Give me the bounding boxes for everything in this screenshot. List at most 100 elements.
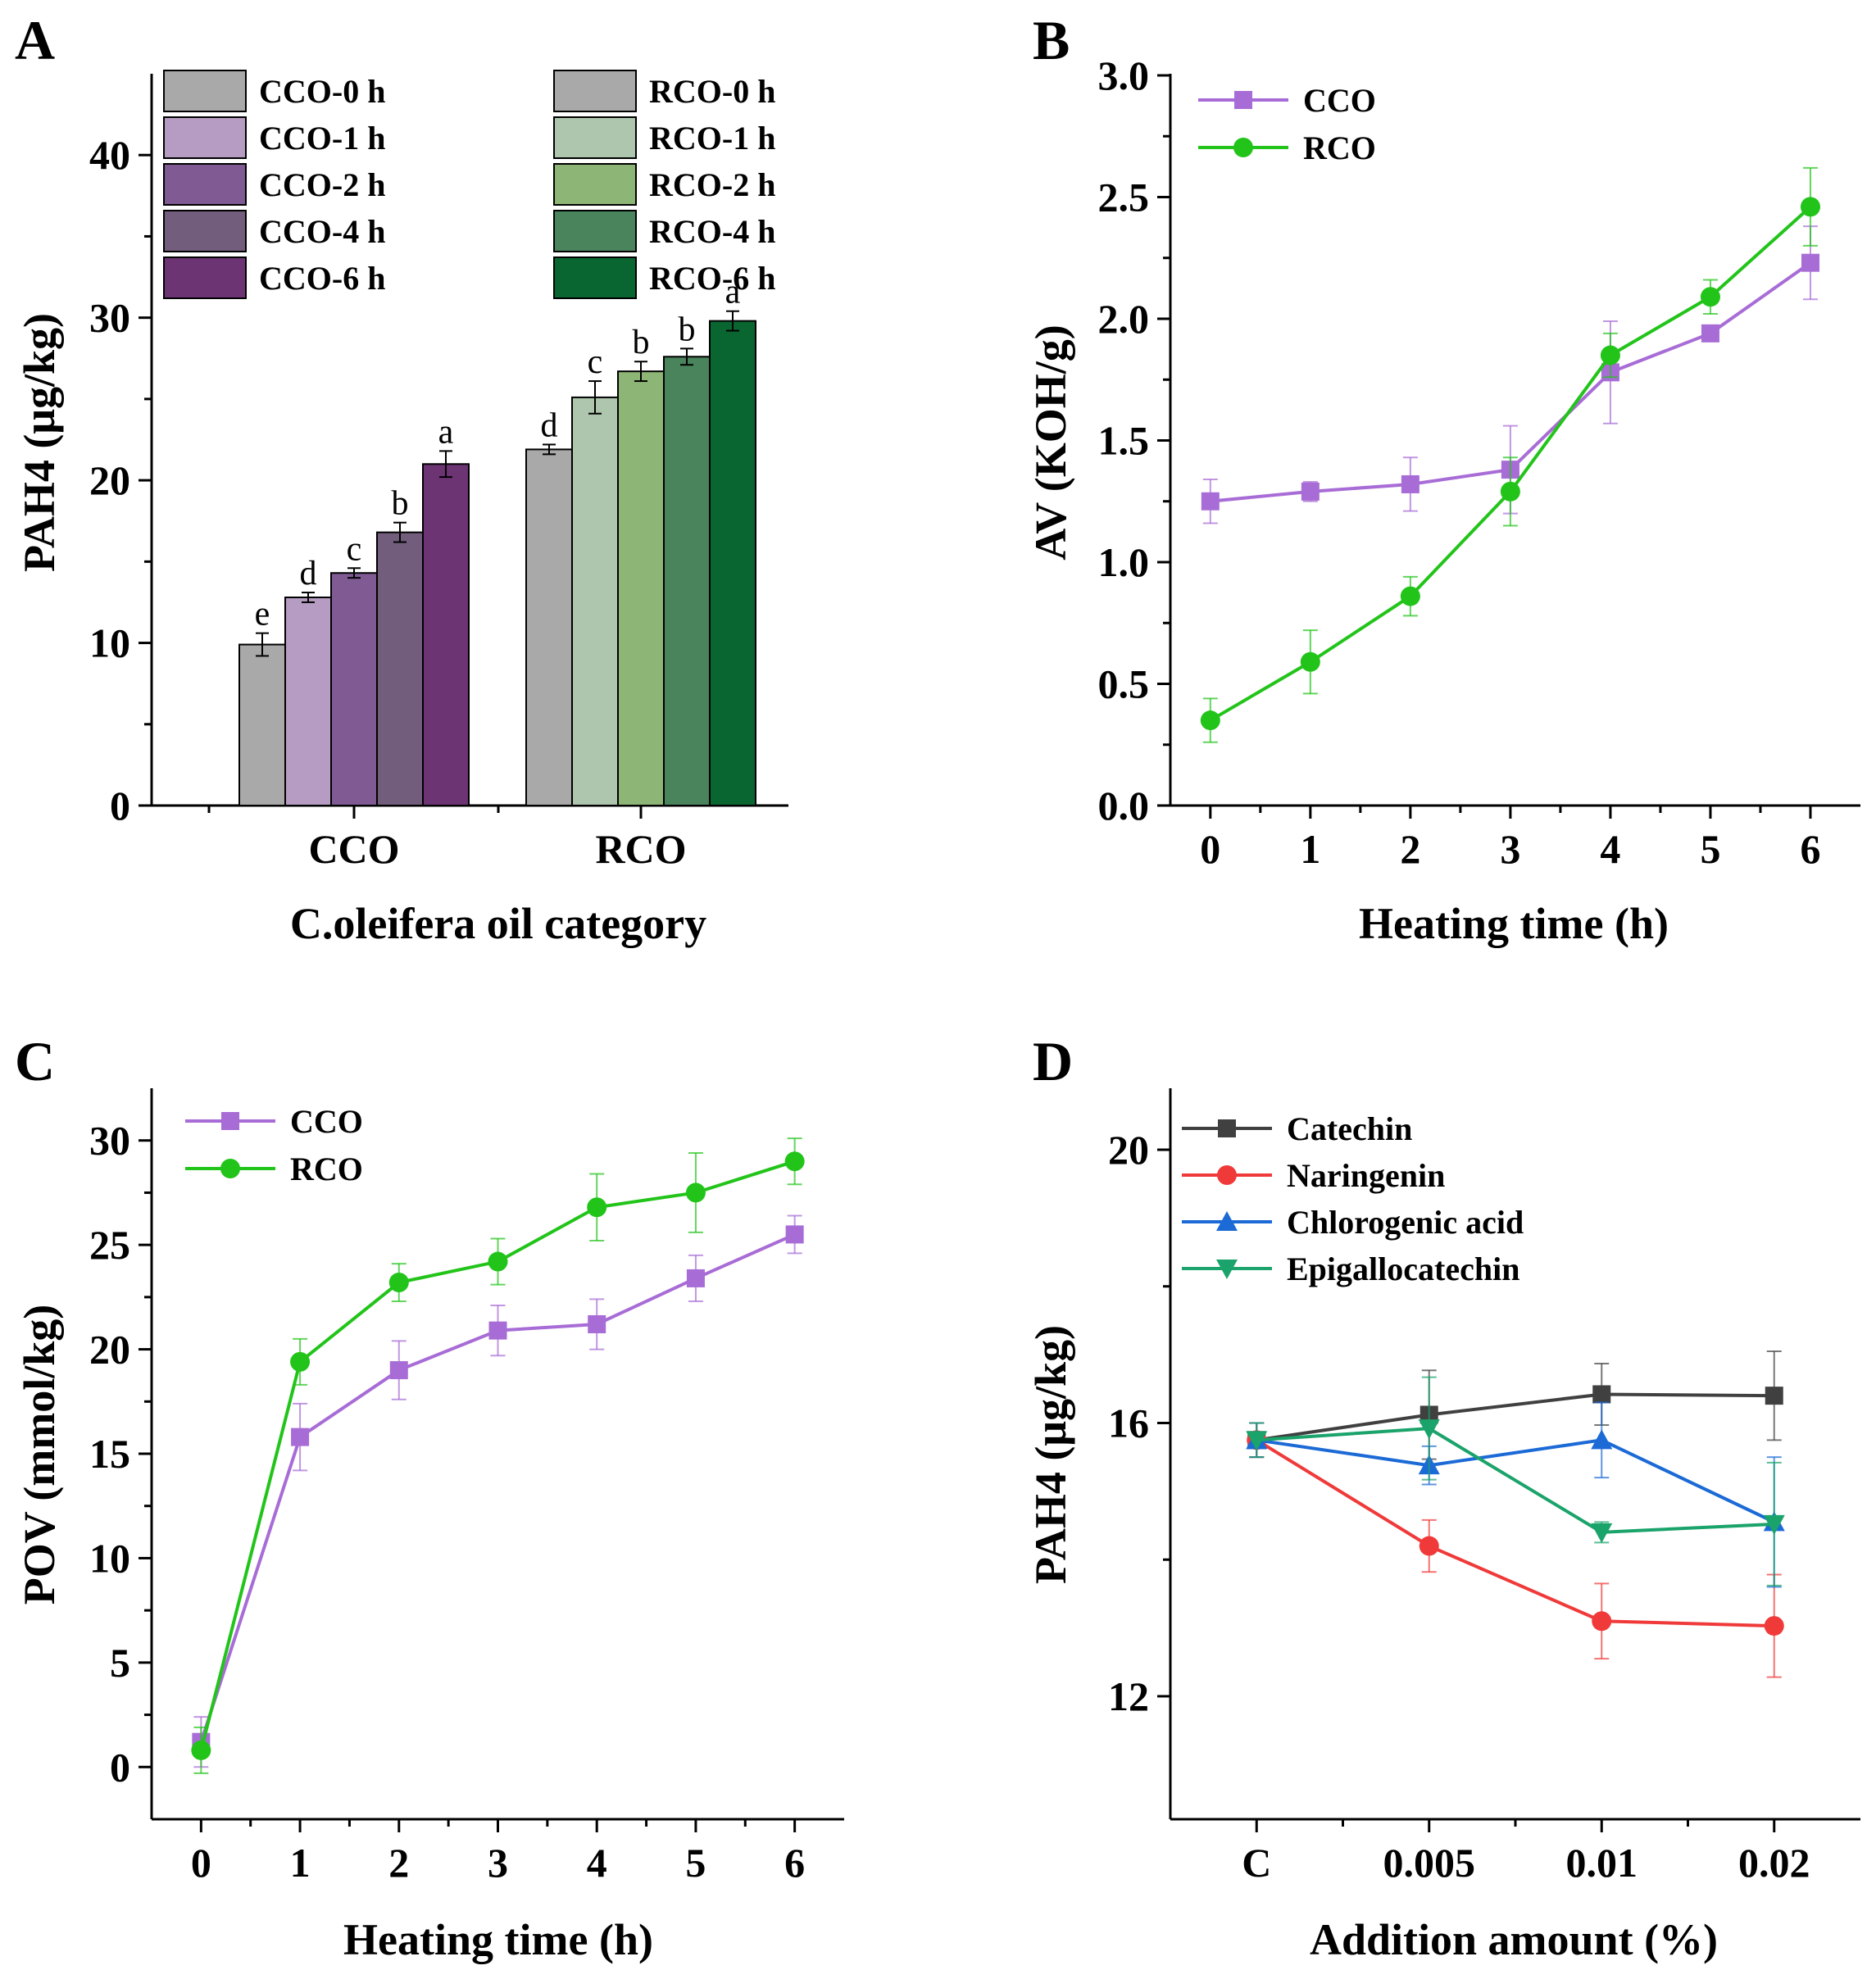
legend-swatch xyxy=(553,116,637,159)
panel-c-series xyxy=(191,1137,805,1774)
x-tick-label: 3 xyxy=(1500,826,1520,872)
x-tick-label: 6 xyxy=(1800,826,1820,872)
x-tick-label: 0.01 xyxy=(1566,1840,1638,1886)
data-point xyxy=(1301,482,1320,501)
legend-label: Chlorogenic acid xyxy=(1287,1204,1524,1241)
panel-letter-d: D xyxy=(1033,1030,1073,1092)
panel-b-x-ticks: 0 1 2 3 4 5 6 xyxy=(1200,806,1820,872)
data-point xyxy=(1600,345,1620,365)
x-tick-label: CCO xyxy=(308,826,399,872)
data-point xyxy=(686,1269,705,1287)
x-tick-label: 0.02 xyxy=(1738,1840,1810,1886)
y-tick-label: 25 xyxy=(89,1222,130,1268)
panel-d-legend: Catechin Naringenin Chlorogenic acid Epigal… xyxy=(1182,1110,1524,1287)
y-tick-label: 0 xyxy=(110,783,130,828)
bar xyxy=(617,370,665,806)
legend-marker xyxy=(1233,138,1253,157)
y-tick-label: 1.5 xyxy=(1098,418,1150,464)
panel-letter-a: A xyxy=(15,9,55,71)
series-line xyxy=(1256,1392,1774,1442)
bar xyxy=(330,572,378,806)
panel-a-y-ticks: 0 10 20 30 40 xyxy=(89,132,152,828)
legend-marker xyxy=(1216,1260,1238,1279)
legend-label: CCO xyxy=(1303,82,1376,119)
data-point xyxy=(588,1314,606,1333)
x-tick-label: RCO xyxy=(595,826,686,872)
data-point xyxy=(1401,474,1419,493)
y-tick-label: 40 xyxy=(89,132,130,178)
legend-swatch xyxy=(553,210,637,252)
y-tick-label: 0 xyxy=(110,1744,130,1790)
data-point xyxy=(1764,1616,1784,1636)
series-epigallocatechin xyxy=(1246,1376,1785,1586)
legend-label: CCO-4 h xyxy=(259,213,385,250)
data-point xyxy=(1418,1419,1440,1440)
data-point xyxy=(1701,324,1719,343)
series-catechin xyxy=(1247,1350,1783,1460)
x-tick-label: 0.005 xyxy=(1383,1840,1476,1886)
y-tick-label: 12 xyxy=(1108,1673,1149,1719)
legend-swatch xyxy=(553,70,637,112)
panel-b: B 0.0 0.5 1.0 1.5 2.0 2.5 3.0 0 1 2 3 4 5 6 CCO RCO H… xyxy=(1026,9,1860,948)
x-tick-label: 5 xyxy=(1700,826,1720,872)
y-tick-label: 15 xyxy=(89,1431,130,1477)
legend-label: RCO-2 h xyxy=(649,166,775,203)
x-tick-label: 2 xyxy=(1400,826,1420,872)
x-tick-label: 5 xyxy=(685,1840,706,1886)
panel-b-legend: CCO RCO xyxy=(1198,82,1376,166)
x-tick-label: 1 xyxy=(1300,826,1320,872)
legend-swatch xyxy=(553,256,637,299)
y-tick-label: 0.5 xyxy=(1098,661,1150,707)
data-point xyxy=(587,1197,607,1218)
legend-marker xyxy=(221,1112,239,1130)
panel-a-legend: CCO-0 h CCO-1 h CCO-2 h CCO-4 h CCO-6 h RCO-0… xyxy=(163,70,775,299)
legend-marker xyxy=(220,1159,240,1178)
data-point xyxy=(488,1251,508,1272)
y-tick-label: 2.0 xyxy=(1098,296,1150,342)
panel-a-x-ticks: CCO RCO xyxy=(207,806,687,872)
legend-swatch xyxy=(163,70,247,112)
panel-letter-c: C xyxy=(15,1030,55,1092)
y-tick-label: 20 xyxy=(89,1327,130,1373)
series-cco xyxy=(192,1214,804,1768)
data-point xyxy=(291,1428,310,1446)
bar xyxy=(709,320,756,806)
data-point xyxy=(685,1182,706,1203)
data-point xyxy=(1763,1514,1785,1535)
significance-letter: a xyxy=(725,274,741,311)
y-tick-label: 2.5 xyxy=(1098,175,1150,220)
significance-letter: b xyxy=(633,324,650,361)
y-tick-label: 20 xyxy=(1108,1127,1149,1173)
legend-label: RCO-4 h xyxy=(649,213,775,250)
data-point xyxy=(1300,651,1320,672)
data-point xyxy=(488,1321,507,1340)
data-point xyxy=(191,1740,211,1760)
panel-c-y-label: POV (mmol/kg) xyxy=(15,1305,64,1605)
panel-d-x-ticks: C 0.005 0.01 0.02 xyxy=(1242,1819,1810,1886)
significance-letter: b xyxy=(679,311,696,348)
legend-swatch xyxy=(163,210,247,252)
panel-c: C 0 5 10 15 20 25 30 0 1 2 3 4 5 6 CCO RCO Heating ti… xyxy=(15,1030,844,1964)
data-point xyxy=(1592,1611,1612,1632)
panel-d-y-ticks: 12 16 20 xyxy=(1108,1127,1170,1719)
legend-label: CCO-0 h xyxy=(259,73,385,110)
data-point xyxy=(785,1225,804,1244)
y-tick-label: 20 xyxy=(89,457,130,503)
legend-label: Catechin xyxy=(1287,1110,1412,1147)
series-line xyxy=(1256,1438,1774,1628)
panel-d-x-label: Addition amount (%) xyxy=(1310,1915,1718,1964)
data-point xyxy=(290,1351,311,1372)
legend-label: Naringenin xyxy=(1287,1157,1445,1194)
legend-marker xyxy=(1217,1165,1237,1185)
y-tick-label: 0.0 xyxy=(1098,783,1150,828)
panel-a-x-label: C.oleifera oil category xyxy=(290,899,706,948)
significance-letter: b xyxy=(392,485,409,523)
legend-label: CCO-2 h xyxy=(259,166,385,203)
series-line xyxy=(1256,1427,1774,1534)
x-tick-label: 4 xyxy=(1600,826,1620,872)
series-rco xyxy=(1200,166,1820,743)
data-point xyxy=(1591,1523,1613,1543)
